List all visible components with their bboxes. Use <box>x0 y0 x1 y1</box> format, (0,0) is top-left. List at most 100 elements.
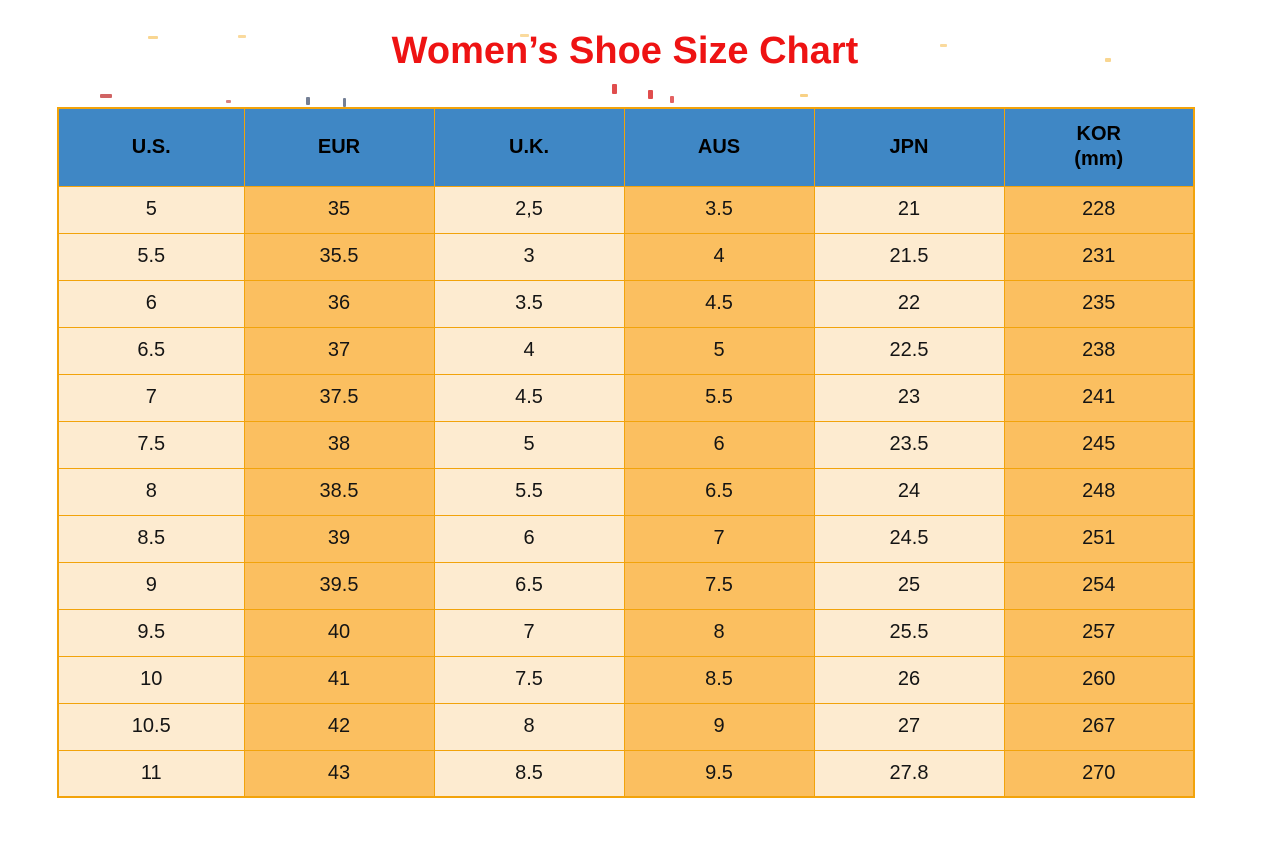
table-cell: 7.5 <box>57 420 245 469</box>
table-cell: 248 <box>1003 467 1195 516</box>
table-cell: 5.5 <box>433 467 625 516</box>
table-row: 9 39.5 6.5 7.5 25 254 <box>57 561 1195 610</box>
table-cell: 36 <box>243 279 435 328</box>
table-row: 7 37.5 4.5 5.5 23 241 <box>57 373 1195 422</box>
table-cell: 40 <box>243 608 435 657</box>
table-cell: 25.5 <box>813 608 1005 657</box>
table-cell: 7 <box>433 608 625 657</box>
table-cell: 7.5 <box>623 561 815 610</box>
table-cell: 6.5 <box>433 561 625 610</box>
table-header-cell: AUS <box>623 107 815 187</box>
table-cell: 3 <box>433 232 625 281</box>
watermark-remnant <box>670 96 674 103</box>
table-cell: 8.5 <box>623 655 815 704</box>
table-cell: 4 <box>433 326 625 375</box>
table-header-row: U.S. EUR U.K. AUS JPN KOR (mm) <box>57 107 1195 187</box>
table-cell: 4 <box>623 232 815 281</box>
table-cell: 21 <box>813 185 1005 234</box>
table-cell: 11 <box>57 749 245 798</box>
table-cell: 27 <box>813 702 1005 751</box>
table-cell: 21.5 <box>813 232 1005 281</box>
table-cell: 241 <box>1003 373 1195 422</box>
watermark-remnant <box>612 84 617 94</box>
table-cell: 257 <box>1003 608 1195 657</box>
table-cell: 37.5 <box>243 373 435 422</box>
table-cell: 8 <box>57 467 245 516</box>
table-cell: 10.5 <box>57 702 245 751</box>
table-cell: 39.5 <box>243 561 435 610</box>
table-cell: 7 <box>623 514 815 563</box>
table-header-cell: JPN <box>813 107 1005 187</box>
table-cell: 5.5 <box>57 232 245 281</box>
table-cell: 35 <box>243 185 435 234</box>
table-header-cell: EUR <box>243 107 435 187</box>
table-cell: 24.5 <box>813 514 1005 563</box>
table-cell: 6 <box>623 420 815 469</box>
table-cell: 25 <box>813 561 1005 610</box>
table-cell: 38.5 <box>243 467 435 516</box>
table-cell: 228 <box>1003 185 1195 234</box>
table-row: 11 43 8.5 9.5 27.8 270 <box>57 749 1195 798</box>
table-cell: 22 <box>813 279 1005 328</box>
table-cell: 6.5 <box>57 326 245 375</box>
table-row: 5.5 35.5 3 4 21.5 231 <box>57 232 1195 281</box>
table-cell: 6.5 <box>623 467 815 516</box>
table-cell: 26 <box>813 655 1005 704</box>
table-body: 5 35 2,5 3.5 21 228 5.5 35.5 3 4 21.5 231 6 36 3.5 4.5 2… <box>57 185 1195 798</box>
table-cell: 37 <box>243 326 435 375</box>
table-cell: 245 <box>1003 420 1195 469</box>
table-cell: 9 <box>623 702 815 751</box>
table-header-cell: U.S. <box>57 107 245 187</box>
table-header-cell: U.K. <box>433 107 625 187</box>
table-header-cell: KOR (mm) <box>1003 107 1195 187</box>
table-cell: 10 <box>57 655 245 704</box>
watermark-remnant <box>343 98 346 107</box>
table-row: 6 36 3.5 4.5 22 235 <box>57 279 1195 328</box>
table-cell: 9 <box>57 561 245 610</box>
table-row: 6.5 37 4 5 22.5 238 <box>57 326 1195 375</box>
table-cell: 42 <box>243 702 435 751</box>
table-cell: 251 <box>1003 514 1195 563</box>
table-cell: 5 <box>433 420 625 469</box>
watermark-remnant <box>800 94 808 97</box>
table-cell: 9.5 <box>57 608 245 657</box>
table-cell: 35.5 <box>243 232 435 281</box>
table-cell: 8.5 <box>433 749 625 798</box>
table-cell: 260 <box>1003 655 1195 704</box>
table-cell: 22.5 <box>813 326 1005 375</box>
table-cell: 7 <box>57 373 245 422</box>
table-cell: 5.5 <box>623 373 815 422</box>
watermark-remnant <box>648 90 653 99</box>
table-cell: 235 <box>1003 279 1195 328</box>
table-row: 5 35 2,5 3.5 21 228 <box>57 185 1195 234</box>
table-row: 8.5 39 6 7 24.5 251 <box>57 514 1195 563</box>
table-row: 7.5 38 5 6 23.5 245 <box>57 420 1195 469</box>
table-cell: 267 <box>1003 702 1195 751</box>
table-cell: 2,5 <box>433 185 625 234</box>
page-title: Women’s Shoe Size Chart <box>391 30 859 72</box>
table-row: 10 41 7.5 8.5 26 260 <box>57 655 1195 704</box>
table-row: 8 38.5 5.5 6.5 24 248 <box>57 467 1195 516</box>
watermark-remnant <box>100 94 112 98</box>
table-cell: 38 <box>243 420 435 469</box>
table-cell: 41 <box>243 655 435 704</box>
table-head: U.S. EUR U.K. AUS JPN KOR (mm) <box>57 107 1195 187</box>
table-cell: 5 <box>623 326 815 375</box>
shoe-size-table: U.S. EUR U.K. AUS JPN KOR (mm) 5 35 2,5 3.5 21 228 5… <box>57 107 1195 798</box>
table-cell: 231 <box>1003 232 1195 281</box>
table-cell: 3.5 <box>623 185 815 234</box>
table-cell: 238 <box>1003 326 1195 375</box>
table-cell: 8 <box>623 608 815 657</box>
table-cell: 7.5 <box>433 655 625 704</box>
table-row: 10.5 42 8 9 27 267 <box>57 702 1195 751</box>
table-cell: 3.5 <box>433 279 625 328</box>
table-cell: 9.5 <box>623 749 815 798</box>
table-cell: 39 <box>243 514 435 563</box>
table-cell: 6 <box>57 279 245 328</box>
table-cell: 254 <box>1003 561 1195 610</box>
table-row: 9.5 40 7 8 25.5 257 <box>57 608 1195 657</box>
watermark-remnant <box>306 97 310 105</box>
table-cell: 24 <box>813 467 1005 516</box>
table-cell: 43 <box>243 749 435 798</box>
